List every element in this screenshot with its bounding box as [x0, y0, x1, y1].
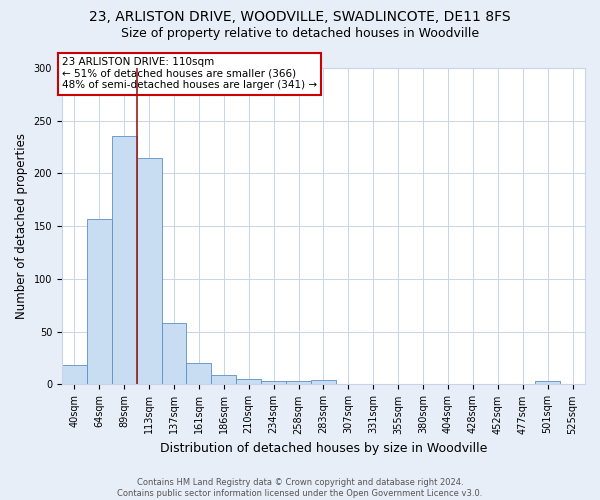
- Text: 23, ARLISTON DRIVE, WOODVILLE, SWADLINCOTE, DE11 8FS: 23, ARLISTON DRIVE, WOODVILLE, SWADLINCO…: [89, 10, 511, 24]
- Text: 23 ARLISTON DRIVE: 110sqm
← 51% of detached houses are smaller (366)
48% of semi: 23 ARLISTON DRIVE: 110sqm ← 51% of detac…: [62, 58, 317, 90]
- Text: Size of property relative to detached houses in Woodville: Size of property relative to detached ho…: [121, 28, 479, 40]
- X-axis label: Distribution of detached houses by size in Woodville: Distribution of detached houses by size …: [160, 442, 487, 455]
- Bar: [62, 366, 87, 384]
- Y-axis label: Number of detached properties: Number of detached properties: [15, 133, 28, 319]
- Text: Contains HM Land Registry data © Crown copyright and database right 2024.
Contai: Contains HM Land Registry data © Crown c…: [118, 478, 482, 498]
- Bar: [137, 158, 161, 384]
- Bar: [286, 382, 311, 384]
- Bar: [187, 364, 211, 384]
- Bar: [261, 382, 286, 384]
- Bar: [161, 323, 187, 384]
- Bar: [236, 379, 261, 384]
- Bar: [112, 136, 137, 384]
- Bar: [211, 375, 236, 384]
- Bar: [535, 382, 560, 384]
- Bar: [87, 219, 112, 384]
- Bar: [311, 380, 336, 384]
